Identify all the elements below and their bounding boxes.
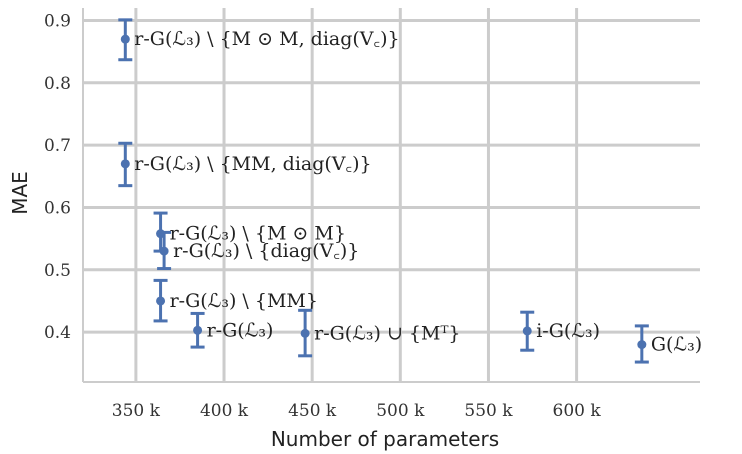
x-tick-label: 500 k: [376, 401, 425, 421]
y-tick-label: 0.5: [44, 261, 71, 281]
data-marker: [522, 326, 532, 336]
data-marker: [120, 34, 130, 44]
point-label: r-G(ℒ₃) \ {diag(V꜀)}: [173, 240, 359, 262]
data-points: r-G(ℒ₃) \ {M ⊙ M, diag(V꜀)} r-G(ℒ₃) \ {MM…: [118, 18, 702, 364]
point-label: i-G(ℒ₃): [536, 320, 600, 342]
point-label: r-G(ℒ₃): [207, 319, 274, 341]
data-marker: [637, 340, 647, 350]
data-point: G(ℒ₃): [634, 324, 702, 364]
grid: [82, 8, 700, 383]
point-label: r-G(ℒ₃) \ {MM, diag(V꜀)}: [134, 153, 371, 175]
data-point: r-G(ℒ₃) \ {M ⊙ M, diag(V꜀)}: [118, 18, 400, 62]
x-tick-label: 450 k: [288, 401, 337, 421]
y-axis-label: MAE: [8, 171, 32, 215]
data-marker: [159, 246, 169, 256]
x-axis-label: Number of parameters: [271, 427, 499, 451]
data-marker: [156, 296, 166, 306]
point-label: r-G(ℒ₃) \ {M ⊙ M}: [170, 223, 346, 245]
y-tick-label: 0.6: [44, 198, 71, 218]
data-marker: [300, 328, 310, 338]
point-label: r-G(ℒ₃) ∪ {Mᵀ}: [314, 322, 460, 344]
x-tick-label: 550 k: [464, 401, 513, 421]
y-tick-label: 0.9: [44, 11, 71, 31]
y-tick-label: 0.7: [44, 136, 71, 156]
data-point: i-G(ℒ₃): [520, 310, 600, 352]
data-point: r-G(ℒ₃) \ {MM, diag(V꜀)}: [118, 141, 372, 188]
data-point: r-G(ℒ₃) \ {MM}: [153, 278, 318, 323]
point-label: r-G(ℒ₃) \ {M ⊙ M, diag(V꜀)}: [134, 28, 399, 50]
data-point: r-G(ℒ₃) ∪ {Mᵀ}: [298, 308, 461, 358]
data-point: r-G(ℒ₃) \ {diag(V꜀)}: [157, 230, 359, 271]
data-marker: [193, 325, 203, 335]
x-tick-label: 600 k: [553, 401, 602, 421]
point-label: r-G(ℒ₃) \ {MM}: [170, 290, 318, 312]
tick-labels: 350 k 400 k 450 k 500 k 550 k 600 k 0.4 0.5 0.6 0…: [44, 11, 601, 421]
data-point: r-G(ℒ₃): [190, 311, 274, 349]
point-label: G(ℒ₃): [651, 334, 702, 356]
y-tick-label: 0.8: [44, 74, 71, 94]
y-tick-label: 0.4: [44, 323, 71, 343]
x-tick-label: 400 k: [200, 401, 249, 421]
x-tick-label: 350 k: [112, 401, 161, 421]
data-marker: [120, 159, 130, 169]
